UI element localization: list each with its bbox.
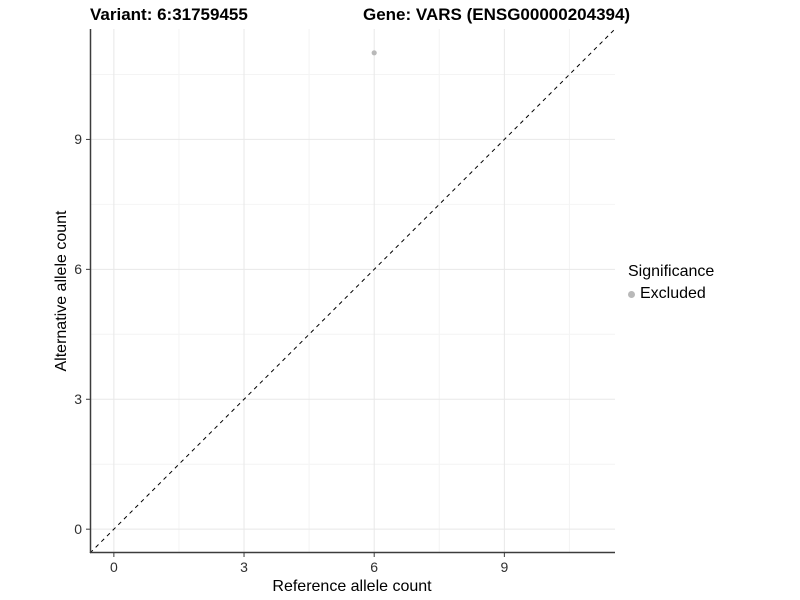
variant-title: Variant: 6:31759455: [90, 5, 248, 24]
gene-title: Gene: VARS (ENSG00000204394): [363, 5, 631, 24]
y-tick-label: 0: [74, 521, 82, 538]
legend-title: Significance: [628, 263, 715, 280]
legend-key-dot-icon: [628, 290, 635, 298]
plot-canvas: [86, 28, 616, 557]
x-tick-label: 3: [240, 559, 248, 575]
legend: Significance Excluded: [628, 263, 714, 303]
x-axis-title: Reference allele count: [272, 578, 432, 595]
legend-item-label: Excluded: [640, 285, 706, 302]
identity-dashed-line: [89, 28, 616, 554]
y-tick-label: 9: [74, 131, 82, 148]
x-tick-label: 0: [109, 559, 118, 575]
legend-items: Excluded: [628, 285, 714, 303]
y-tick-label: 6: [74, 261, 82, 278]
plot-panel: [86, 28, 616, 557]
data-point: [371, 50, 377, 56]
legend-item: Excluded: [628, 285, 714, 303]
y-axis-title: Alternative allele count: [53, 210, 70, 372]
x-tick-label: 9: [500, 559, 509, 575]
x-tick-label: 6: [370, 559, 379, 575]
y-tick-label: 3: [74, 391, 82, 408]
